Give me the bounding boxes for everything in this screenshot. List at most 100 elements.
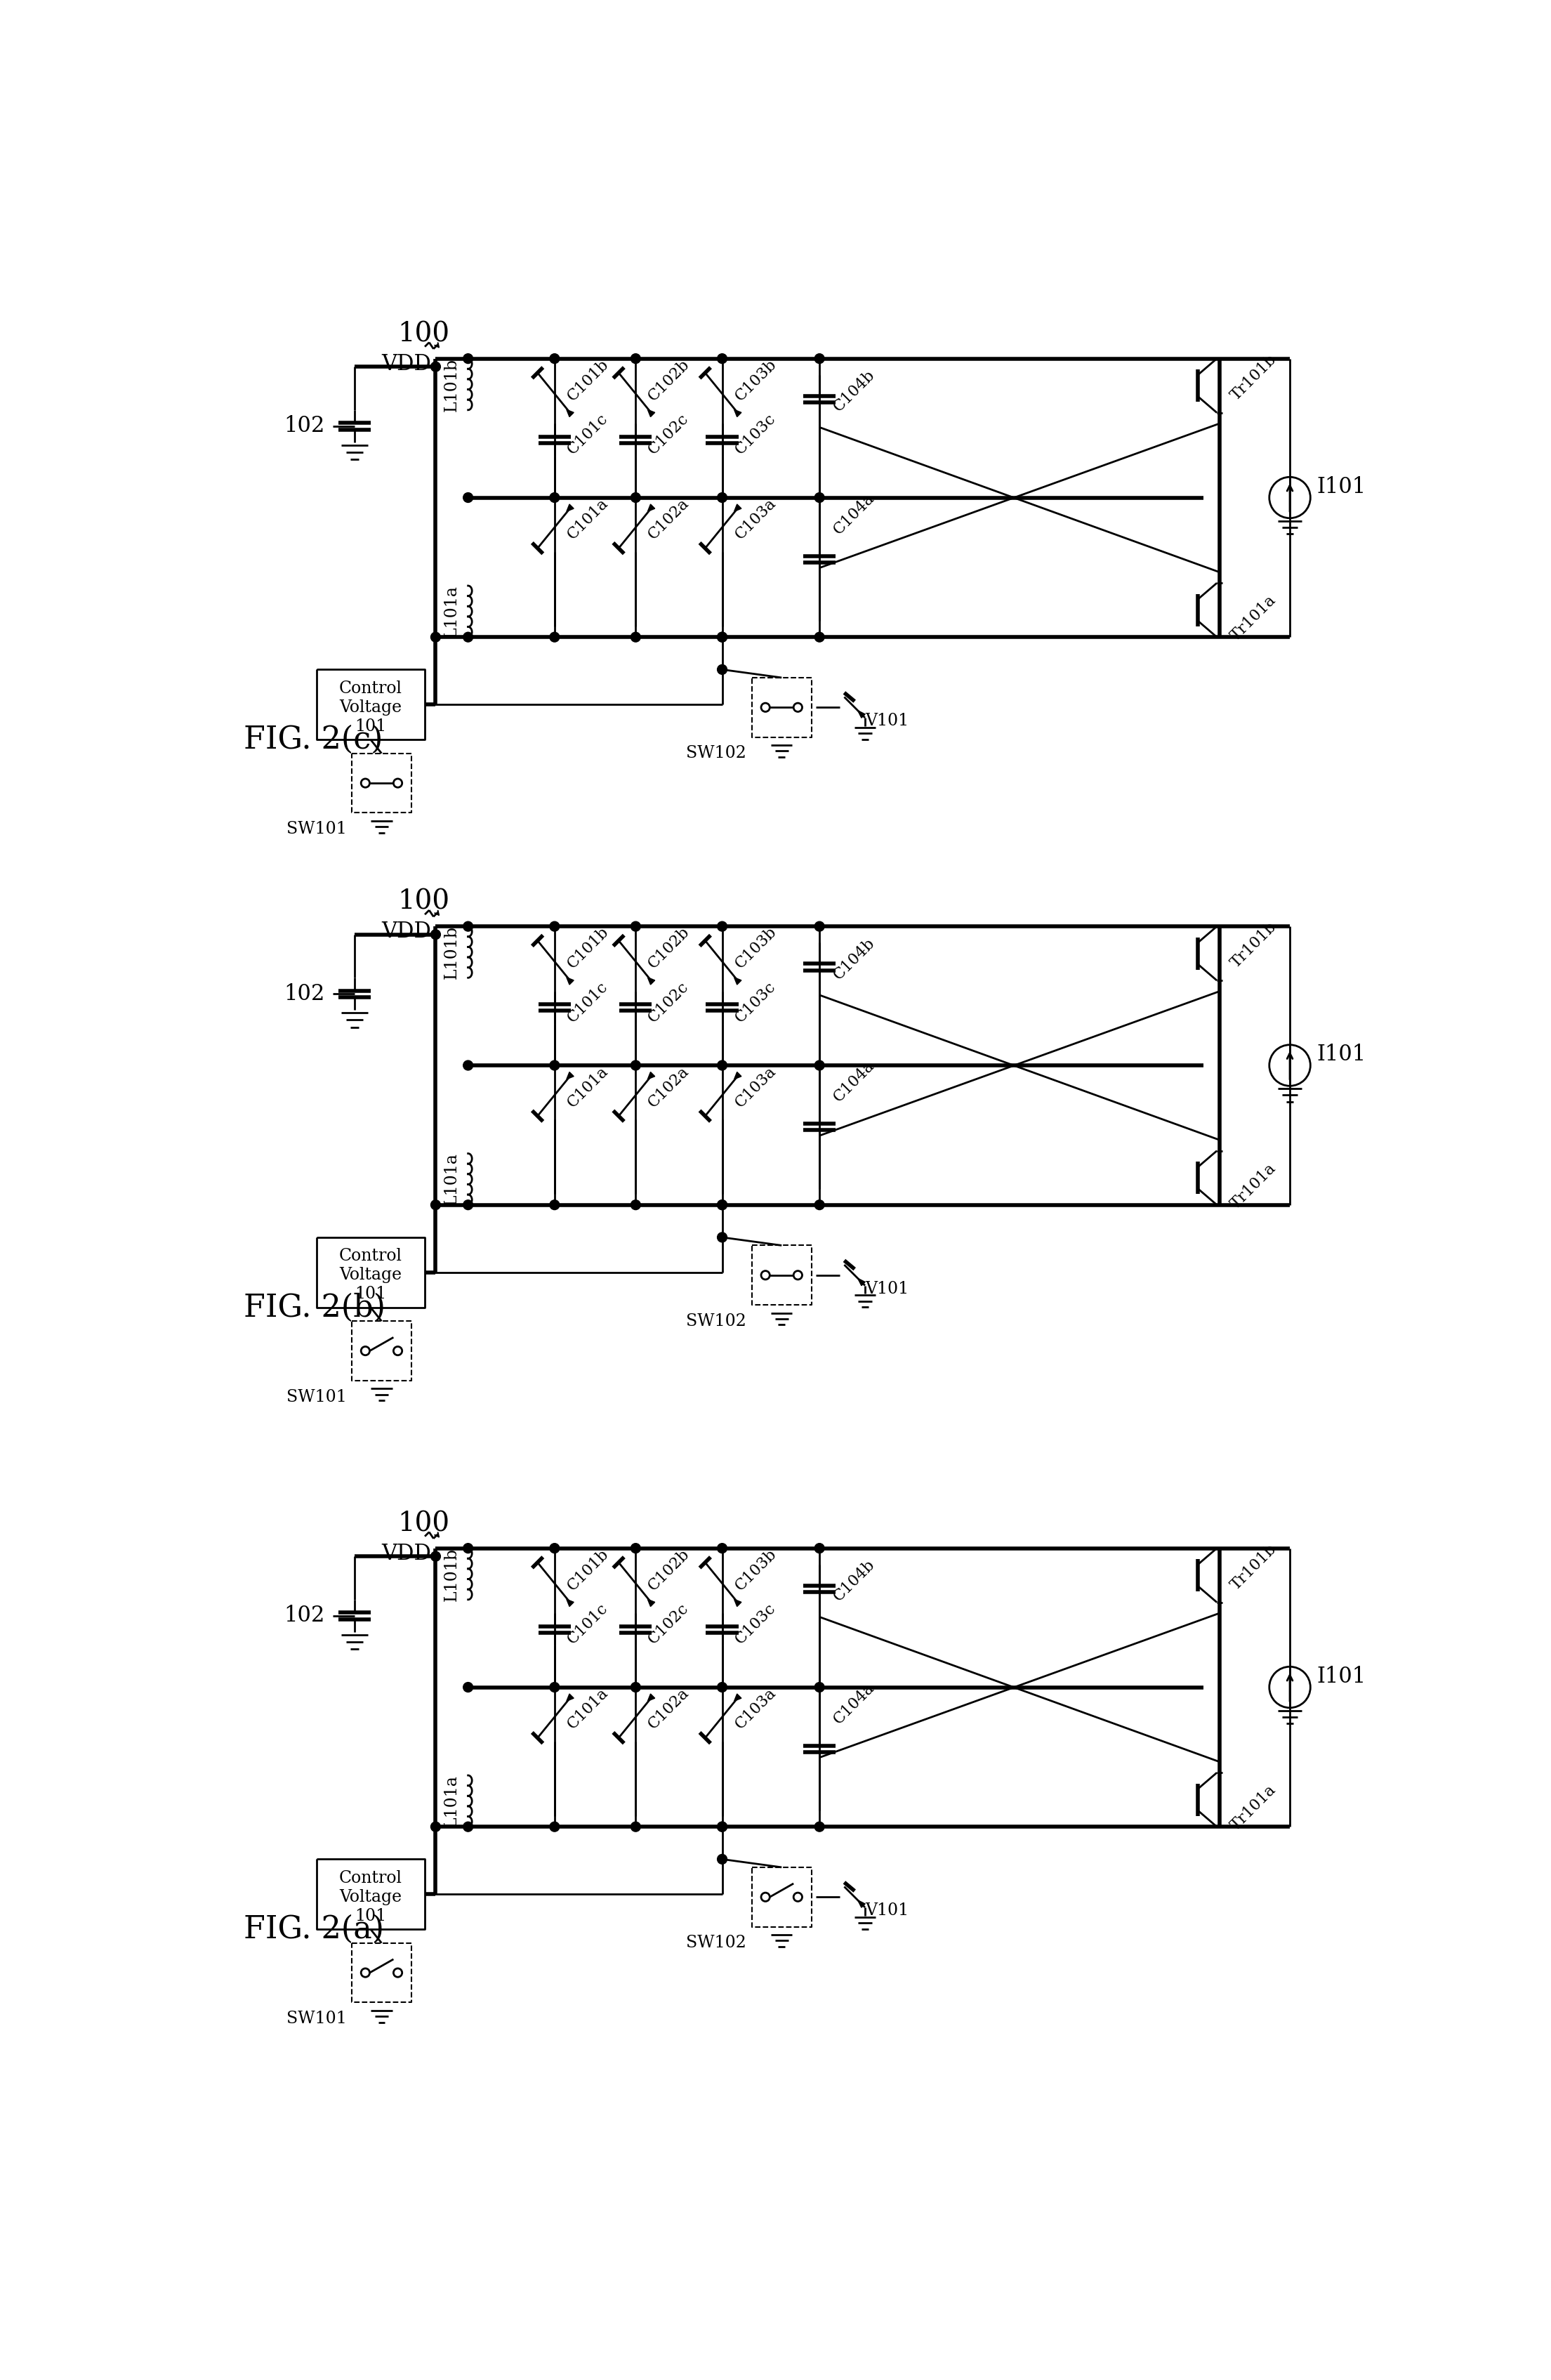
- Polygon shape: [734, 978, 741, 985]
- Text: VDD: VDD: [382, 1542, 431, 1564]
- Circle shape: [814, 1683, 824, 1692]
- Polygon shape: [566, 1695, 574, 1702]
- Text: VDD: VDD: [382, 352, 431, 376]
- Circle shape: [717, 1061, 727, 1071]
- Circle shape: [549, 493, 560, 502]
- Text: SW101: SW101: [285, 1390, 346, 1404]
- Circle shape: [814, 1200, 824, 1209]
- Text: L101b: L101b: [444, 926, 461, 978]
- Polygon shape: [734, 409, 741, 416]
- Circle shape: [631, 1542, 641, 1554]
- Text: Tr101b: Tr101b: [1228, 352, 1280, 405]
- Circle shape: [814, 921, 824, 931]
- Text: C102b: C102b: [645, 1547, 693, 1595]
- Text: C101a: C101a: [565, 495, 611, 543]
- Text: 101: 101: [355, 1909, 386, 1923]
- Circle shape: [464, 1542, 473, 1554]
- Polygon shape: [648, 1599, 655, 1606]
- Polygon shape: [734, 1071, 741, 1078]
- Circle shape: [717, 1854, 727, 1864]
- Polygon shape: [858, 1899, 865, 1906]
- Text: C103b: C103b: [732, 357, 780, 405]
- Circle shape: [631, 493, 641, 502]
- Circle shape: [814, 633, 824, 643]
- Text: FIG. 2(a): FIG. 2(a): [244, 1914, 385, 1944]
- Circle shape: [717, 493, 727, 502]
- Text: L101b: L101b: [444, 1547, 461, 1602]
- Text: C103c: C103c: [732, 412, 779, 457]
- Circle shape: [631, 1821, 641, 1833]
- Text: Control: Control: [340, 1247, 402, 1264]
- Circle shape: [717, 1683, 727, 1692]
- Polygon shape: [648, 1695, 655, 1702]
- Text: Control: Control: [340, 1871, 402, 1887]
- Polygon shape: [566, 1599, 574, 1606]
- Text: SW102: SW102: [686, 1935, 746, 1952]
- Circle shape: [431, 1200, 440, 1209]
- Circle shape: [431, 633, 440, 643]
- Polygon shape: [566, 505, 574, 512]
- Text: C102b: C102b: [645, 357, 693, 405]
- Text: L101a: L101a: [444, 1152, 461, 1204]
- Circle shape: [717, 1821, 727, 1833]
- Circle shape: [814, 1542, 824, 1554]
- Text: C101c: C101c: [565, 1602, 611, 1647]
- Text: Control: Control: [340, 681, 402, 697]
- Text: C101a: C101a: [565, 1064, 611, 1111]
- Text: L101a: L101a: [444, 1775, 461, 1828]
- Text: C101b: C101b: [565, 923, 613, 971]
- Text: C101c: C101c: [565, 412, 611, 457]
- Text: L101b: L101b: [444, 357, 461, 412]
- Circle shape: [717, 1200, 727, 1209]
- Text: C104b: C104b: [830, 1557, 878, 1604]
- Text: L101a: L101a: [444, 585, 461, 638]
- Text: C101b: C101b: [565, 357, 613, 405]
- Circle shape: [631, 921, 641, 931]
- Text: C102a: C102a: [645, 1064, 692, 1111]
- Text: SW101: SW101: [285, 821, 346, 838]
- Text: V101: V101: [865, 714, 909, 728]
- Text: C104b: C104b: [830, 367, 878, 414]
- Circle shape: [464, 1061, 473, 1071]
- Circle shape: [631, 633, 641, 643]
- Circle shape: [814, 1821, 824, 1833]
- Circle shape: [717, 633, 727, 643]
- Circle shape: [549, 921, 560, 931]
- Text: VDD: VDD: [382, 921, 431, 942]
- Circle shape: [814, 355, 824, 364]
- Circle shape: [549, 1200, 560, 1209]
- Text: 102: 102: [284, 1604, 324, 1626]
- Text: C102a: C102a: [645, 1685, 692, 1733]
- Text: C103a: C103a: [732, 1685, 779, 1733]
- Text: SW102: SW102: [686, 1314, 746, 1328]
- Circle shape: [717, 1200, 727, 1209]
- Text: Tr101b: Tr101b: [1228, 1542, 1280, 1592]
- Circle shape: [631, 1683, 641, 1692]
- Text: C103b: C103b: [732, 923, 780, 971]
- Circle shape: [814, 1061, 824, 1071]
- Text: C102c: C102c: [645, 412, 692, 457]
- Circle shape: [464, 1821, 473, 1833]
- Circle shape: [717, 1233, 727, 1242]
- Text: C102b: C102b: [645, 923, 693, 971]
- Text: C103b: C103b: [732, 1547, 780, 1595]
- Polygon shape: [648, 505, 655, 512]
- Text: FIG. 2(b): FIG. 2(b): [244, 1292, 386, 1323]
- Circle shape: [431, 1552, 440, 1561]
- Text: V101: V101: [865, 1902, 909, 1918]
- Text: Voltage: Voltage: [340, 700, 402, 716]
- Text: 101: 101: [355, 1285, 386, 1302]
- Circle shape: [717, 921, 727, 931]
- Text: C103c: C103c: [732, 1602, 779, 1647]
- Circle shape: [814, 493, 824, 502]
- Text: Tr101a: Tr101a: [1228, 593, 1280, 645]
- Text: C103a: C103a: [732, 495, 779, 543]
- Text: C103c: C103c: [732, 978, 779, 1026]
- Circle shape: [464, 633, 473, 643]
- Circle shape: [631, 1061, 641, 1071]
- Text: I101: I101: [1317, 476, 1366, 497]
- Polygon shape: [648, 978, 655, 985]
- Text: C102c: C102c: [645, 978, 692, 1026]
- Text: C104b: C104b: [830, 935, 878, 983]
- Circle shape: [549, 1683, 560, 1692]
